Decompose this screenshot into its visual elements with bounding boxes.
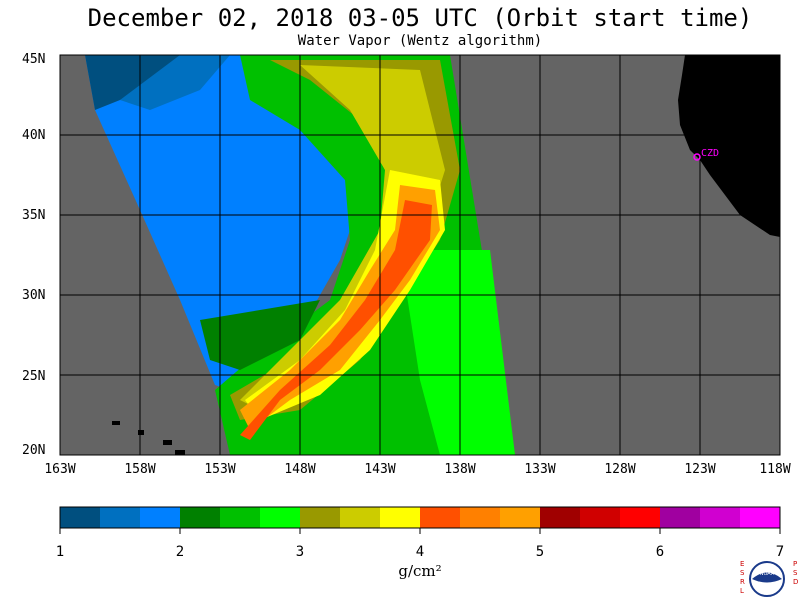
colorbar-swatch-8 bbox=[380, 507, 420, 528]
island-kauai bbox=[112, 421, 120, 425]
swath-midblue-region bbox=[120, 55, 230, 110]
swath-darkblue-region bbox=[85, 55, 180, 110]
colorbar-swatch-4 bbox=[220, 507, 260, 528]
colorbar-swatch-1 bbox=[100, 507, 140, 528]
colorbar-swatch-17 bbox=[740, 507, 780, 528]
colorbar bbox=[59, 506, 781, 534]
lon-label-143w: 143W bbox=[364, 462, 396, 477]
colorbar-swatch-5 bbox=[260, 507, 300, 528]
lon-label-163w: 163W bbox=[44, 462, 76, 477]
colorbar-swatch-0 bbox=[60, 507, 100, 528]
swath-orange-region bbox=[240, 185, 440, 430]
colorbar-swatch-15 bbox=[660, 507, 700, 528]
colorbar-swatch-11 bbox=[500, 507, 540, 528]
colorbar-swatch-7 bbox=[340, 507, 380, 528]
colorbar-tick-7: 7 bbox=[775, 544, 785, 560]
logo-center-text: NOAA bbox=[760, 571, 775, 577]
colorbar-tick-3: 3 bbox=[295, 544, 305, 560]
lat-label-30n: 30N bbox=[22, 288, 46, 303]
map-frame bbox=[59, 54, 781, 456]
lat-label-25n: 25N bbox=[22, 369, 46, 384]
colorbar-swatch-10 bbox=[460, 507, 500, 528]
swath-redorange-region bbox=[240, 200, 432, 440]
colorbar-swatch-9 bbox=[420, 507, 460, 528]
satellite-swath bbox=[85, 55, 515, 455]
lon-label-158w: 158W bbox=[124, 462, 156, 477]
colorbar-tick-4: 4 bbox=[415, 544, 425, 560]
map-subtitle: Water Vapor (Wentz algorithm) bbox=[297, 33, 543, 49]
lon-label-138w: 138W bbox=[444, 462, 476, 477]
colorbar-swatch-6 bbox=[300, 507, 340, 528]
lat-label-40n: 40N bbox=[22, 128, 46, 143]
lat-label-20n: 20N bbox=[22, 443, 46, 458]
lon-label-153w: 153W bbox=[204, 462, 236, 477]
colorbar-swatch-12 bbox=[540, 507, 580, 528]
lon-label-133w: 133W bbox=[524, 462, 556, 477]
swath-darkgreen-region bbox=[200, 300, 320, 370]
station-marker bbox=[693, 153, 701, 161]
lat-label-45n: 45N bbox=[22, 52, 46, 67]
colorbar-swatch-2 bbox=[140, 507, 180, 528]
map-title: December 02, 2018 03-05 UTC (Orbit start… bbox=[87, 4, 753, 32]
colorbar-swatch-14 bbox=[620, 507, 660, 528]
swath-lightgreen-region bbox=[400, 250, 515, 455]
lat-label-35n: 35N bbox=[22, 208, 46, 223]
lon-label-128w: 128W bbox=[604, 462, 636, 477]
station-label: CZD bbox=[701, 148, 719, 159]
colorbar-swatch-16 bbox=[700, 507, 740, 528]
lon-label-148w: 148W bbox=[284, 462, 316, 477]
swath-khaki-region bbox=[240, 65, 445, 410]
colorbar-tick-5: 5 bbox=[535, 544, 545, 560]
island-maui bbox=[163, 440, 172, 445]
lon-label-123w: 123W bbox=[684, 462, 716, 477]
hawaiian-islands bbox=[112, 421, 185, 455]
lon-label-118w: 118W bbox=[759, 462, 791, 477]
california-land bbox=[678, 55, 780, 237]
logo-bird bbox=[752, 572, 782, 583]
island-hawaii bbox=[175, 450, 185, 455]
island-oahu bbox=[138, 430, 144, 435]
colorbar-units: g/cm² bbox=[398, 562, 442, 580]
colorbar-tick-2: 2 bbox=[175, 544, 185, 560]
map-gridlines bbox=[60, 55, 780, 455]
colorbar-tick-6: 6 bbox=[655, 544, 665, 560]
colorbar-swatch-13 bbox=[580, 507, 620, 528]
colorbar-swatch-3 bbox=[180, 507, 220, 528]
colorbar-tick-1: 1 bbox=[55, 544, 65, 560]
